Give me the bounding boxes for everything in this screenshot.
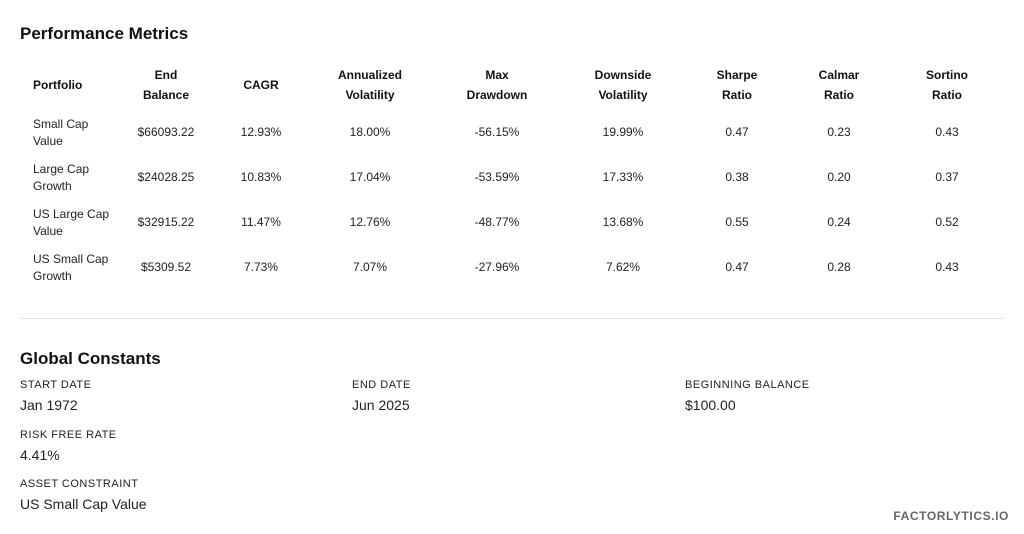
cell-max-drawdown: -27.96%: [474, 260, 520, 274]
risk-free-rate-field: RISK FREE RATE 4.41%: [20, 429, 117, 463]
cell-cagr: 10.83%: [240, 170, 282, 184]
global-constants-title: Global Constants: [20, 349, 161, 368]
cell-annualized-volatility: 7.07%: [352, 260, 388, 274]
cell-portfolio: US Small Cap Growth: [33, 251, 109, 283]
cell-end-balance: $32915.22: [137, 215, 195, 229]
cell-portfolio: Small Cap Value: [33, 116, 89, 148]
header-cagr: CAGR: [243, 78, 279, 92]
table-row: US Large Cap Value $32915.22 11.47% 12.7…: [20, 200, 1004, 245]
cell-sortino-ratio: 0.43: [935, 260, 959, 274]
cell-sortino-ratio: 0.52: [935, 215, 959, 229]
cell-downside-volatility: 7.62%: [605, 260, 641, 274]
table-row: US Small Cap Growth $5309.52 7.73% 7.07%…: [20, 245, 1004, 290]
cell-portfolio: US Large Cap Value: [33, 206, 110, 238]
cell-downside-volatility: 19.99%: [602, 125, 644, 139]
start-date-label: START DATE: [20, 379, 92, 391]
performance-metrics-table: Portfolio End Balance CAGR Annualized Vo…: [20, 60, 1004, 290]
performance-metrics-title: Performance Metrics: [20, 24, 189, 43]
cell-sharpe-ratio: 0.55: [725, 215, 749, 229]
asset-constraint-label: ASSET CONSTRAINT: [20, 478, 139, 490]
cell-cagr: 7.73%: [243, 260, 279, 274]
cell-portfolio: Large Cap Growth: [33, 161, 90, 193]
cell-annualized-volatility: 17.04%: [349, 170, 391, 184]
risk-free-rate-value: 4.41%: [20, 447, 60, 463]
cell-calmar-ratio: 0.23: [827, 125, 851, 139]
cell-annualized-volatility: 12.76%: [349, 215, 391, 229]
cell-max-drawdown: -56.15%: [474, 125, 520, 139]
cell-max-drawdown: -53.59%: [474, 170, 520, 184]
start-date-value: Jan 1972: [20, 397, 78, 413]
asset-constraint-field: ASSET CONSTRAINT US Small Cap Value: [20, 478, 147, 512]
cell-downside-volatility: 17.33%: [602, 170, 644, 184]
header-annualized-volatility: Annualized Volatility: [337, 68, 402, 102]
cell-sharpe-ratio: 0.47: [725, 260, 749, 274]
header-end-balance: End Balance: [142, 68, 190, 102]
header-max-drawdown: Max Drawdown: [466, 68, 528, 102]
cell-cagr: 11.47%: [241, 215, 281, 229]
cell-end-balance: $24028.25: [137, 170, 195, 184]
beginning-balance-value: $100.00: [685, 397, 736, 413]
cell-max-drawdown: -48.77%: [474, 215, 520, 229]
cell-calmar-ratio: 0.24: [827, 215, 851, 229]
cell-end-balance: $5309.52: [140, 260, 192, 274]
cell-cagr: 12.93%: [240, 125, 282, 139]
risk-free-rate-label: RISK FREE RATE: [20, 429, 117, 441]
end-date-field: END DATE Jun 2025: [352, 379, 411, 413]
cell-end-balance: $66093.22: [137, 125, 195, 139]
brand-watermark: FACTORLYTICS.IO: [893, 509, 1009, 523]
cell-sortino-ratio: 0.43: [935, 125, 959, 139]
table-row: Large Cap Growth $24028.25 10.83% 17.04%…: [20, 155, 1004, 200]
section-divider: [20, 318, 1004, 319]
header-sharpe-ratio: Sharpe Ratio: [716, 68, 758, 102]
asset-constraint-value: US Small Cap Value: [20, 496, 147, 512]
header-downside-volatility: Downside Volatility: [594, 68, 652, 102]
cell-calmar-ratio: 0.20: [827, 170, 851, 184]
cell-annualized-volatility: 18.00%: [349, 125, 391, 139]
cell-sortino-ratio: 0.37: [935, 170, 959, 184]
beginning-balance-label: BEGINNING BALANCE: [685, 379, 810, 391]
header-sortino-ratio: Sortino Ratio: [926, 68, 968, 102]
start-date-field: START DATE Jan 1972: [20, 379, 91, 413]
cell-sharpe-ratio: 0.47: [725, 125, 749, 139]
header-calmar-ratio: Calmar Ratio: [818, 68, 860, 102]
table-header-row: Portfolio End Balance CAGR Annualized Vo…: [20, 60, 1004, 110]
end-date-label: END DATE: [352, 379, 411, 391]
table-row: Small Cap Value $66093.22 12.93% 18.00% …: [20, 110, 1004, 155]
beginning-balance-field: BEGINNING BALANCE $100.00: [685, 379, 810, 413]
end-date-value: Jun 2025: [352, 397, 410, 413]
cell-sharpe-ratio: 0.38: [725, 170, 749, 184]
cell-downside-volatility: 13.68%: [602, 215, 644, 229]
cell-calmar-ratio: 0.28: [827, 260, 851, 274]
header-portfolio: Portfolio: [33, 78, 83, 92]
